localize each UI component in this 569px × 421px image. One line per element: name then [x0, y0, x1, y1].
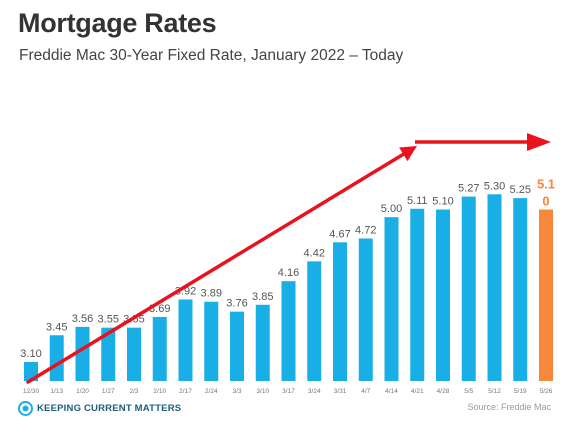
tick-label-1/13: 1/13: [50, 388, 63, 395]
value-label-2/24: 3.89: [201, 288, 222, 300]
trend-arrow: [26, 133, 551, 384]
tick-label-3/10: 3/10: [256, 388, 269, 395]
bar-2/10: [152, 316, 167, 381]
value-label-4/28: 5.10: [432, 196, 453, 208]
chart-subtitle: Freddie Mac 30-Year Fixed Rate, January …: [19, 47, 404, 64]
tick-label-5/19: 5/19: [514, 388, 527, 395]
value-label-5/26: 5.1 0: [537, 177, 555, 209]
value-label-3/10: 3.85: [252, 291, 273, 303]
bar-3/3: [230, 311, 244, 381]
value-label-3/3: 3.76: [226, 298, 247, 310]
value-label-4/14: 5.00: [381, 203, 402, 215]
value-label-3/31: 4.67: [329, 228, 350, 240]
value-label-4/21: 5.11: [407, 195, 428, 207]
bar-4/28: [436, 209, 450, 381]
value-label-5/5: 5.27: [458, 183, 479, 195]
value-label-4/7: 4.72: [355, 224, 376, 236]
kcm-logo-text: Keeping Current Matters: [37, 402, 182, 414]
bar-5/26: [539, 209, 553, 381]
tick-label-1/20: 1/20: [76, 388, 89, 395]
bar-2/3: [127, 327, 141, 381]
trend-arrow-head-horizontal: [527, 133, 551, 151]
bar-1/20: [75, 326, 90, 381]
bar-3/24: [307, 261, 322, 381]
bar-2/17: [178, 299, 193, 381]
bar-4/14: [384, 217, 399, 381]
tick-label-5/26: 5/26: [540, 388, 553, 395]
value-label-5/19: 5.25: [510, 184, 531, 196]
tick-label-2/17: 2/17: [179, 388, 192, 395]
bar-3/10: [255, 304, 270, 381]
bar-1/27: [101, 327, 116, 381]
bar-5/12: [487, 194, 502, 381]
tick-label-5/5: 5/5: [464, 388, 473, 395]
value-label-3/24: 4.42: [304, 247, 325, 259]
value-label-1/27: 3.55: [98, 314, 119, 326]
bar-4/7: [358, 238, 373, 381]
bar-4/21: [410, 208, 425, 381]
value-label-1/13: 3.45: [46, 321, 67, 333]
tick-label-4/14: 4/14: [385, 388, 398, 395]
bar-1/13: [49, 335, 64, 381]
trend-arrow-diagonal: [26, 147, 413, 384]
source-note: Source: Freddie Mac: [467, 402, 551, 412]
tick-label-3/24: 3/24: [308, 388, 321, 395]
tick-label-12/30: 12/30: [23, 388, 40, 395]
trend-arrow-head-diagonal: [399, 146, 417, 162]
tick-label-2/24: 2/24: [205, 388, 218, 395]
tick-label-2/3: 2/3: [129, 388, 138, 395]
tick-label-3/31: 3/31: [334, 388, 347, 395]
tick-label-4/7: 4/7: [361, 388, 370, 395]
bar-3/31: [333, 242, 347, 381]
bar-3/17: [281, 281, 296, 381]
chart-title: Mortgage Rates: [18, 8, 217, 38]
bar-5/19: [513, 198, 528, 381]
tick-label-3/3: 3/3: [232, 388, 241, 395]
tick-label-1/27: 1/27: [102, 388, 115, 395]
tick-label-5/12: 5/12: [488, 388, 501, 395]
value-label-5/12: 5.30: [484, 180, 505, 192]
value-label-3/17: 4.16: [278, 267, 299, 279]
tick-label-4/28: 4/28: [437, 388, 450, 395]
value-label-1/20: 3.56: [72, 313, 93, 325]
bar-5/5: [461, 196, 476, 381]
tick-label-2/10: 2/10: [153, 388, 166, 395]
kcm-logo-icon: [18, 400, 33, 416]
value-labels-group: 3.103.453.563.553.553.693.923.893.763.85…: [20, 177, 555, 360]
kcm-logo: Keeping Current Matters: [18, 400, 181, 416]
bar-2/24: [204, 301, 219, 381]
bars-group: [24, 194, 553, 381]
tick-label-3/17: 3/17: [282, 388, 295, 395]
tick-labels-group: 12/30 1/13 1/20 1/27 2/3 2/10 2/17 2/24 3/3 3/10 3…: [23, 388, 553, 395]
value-label-12/30: 3.10: [20, 348, 41, 360]
tick-label-4/21: 4/21: [411, 388, 424, 395]
